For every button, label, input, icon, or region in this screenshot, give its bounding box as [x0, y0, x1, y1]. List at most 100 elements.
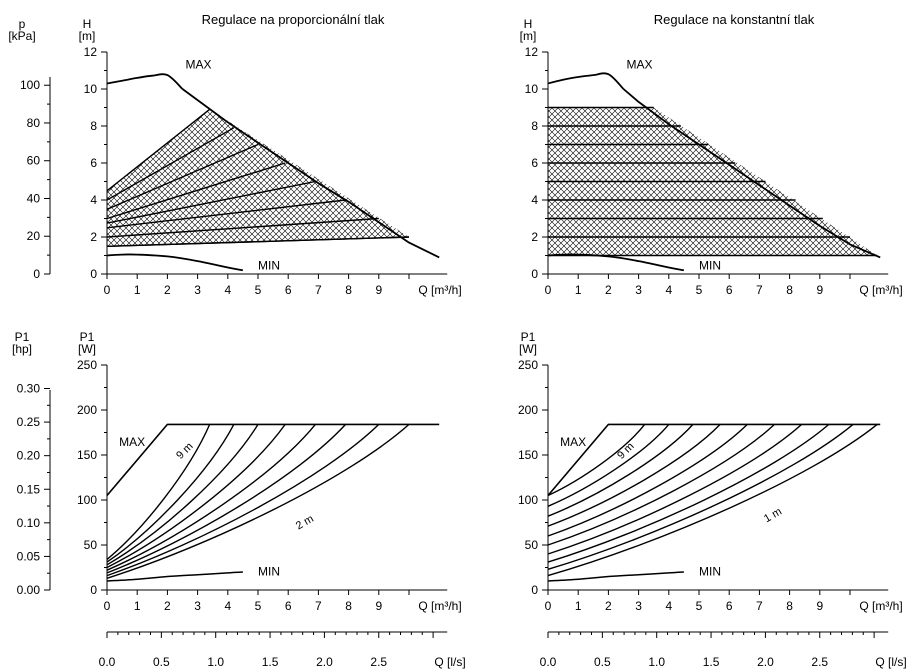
y-axis-label-unit: [W]: [78, 342, 96, 356]
curve-label-top: 9 m: [615, 440, 636, 461]
x-axis-label: Q [m³/h]: [859, 599, 902, 613]
x-tick-label: 9: [816, 599, 823, 613]
x-axis-label: Q [m³/h]: [859, 283, 902, 297]
max-curve: [106, 423, 440, 497]
y-tick-label: 50: [525, 538, 539, 552]
y-axis-label-unit: [m]: [520, 29, 537, 43]
flow-tick-label: 1.0: [207, 655, 224, 669]
x-tick-label: 6: [285, 283, 292, 297]
x-axis-label: Q [m³/h]: [418, 283, 461, 297]
y-tick-label: 2: [531, 230, 538, 244]
secondary-y-tick-label: 0.00: [17, 583, 41, 597]
x-tick-label: 0: [545, 599, 552, 613]
y-axis-label-name: H: [524, 17, 533, 31]
power-curve: [106, 423, 316, 571]
control-curve: [106, 143, 259, 210]
y-axis-label-unit: [m]: [79, 29, 96, 43]
x-tick-label: 0: [104, 283, 111, 297]
control-curve-bottom: [106, 236, 410, 247]
secondary-y-label-name: p: [19, 17, 26, 31]
x-tick-label: 2: [164, 283, 171, 297]
min-curve: [547, 253, 685, 272]
x-tick-label: 3: [635, 283, 642, 297]
max-label: MAX: [186, 58, 212, 72]
y-axis-label-name: P1: [80, 330, 95, 344]
x-tick-label: 7: [315, 599, 322, 613]
power-curve: [106, 423, 380, 577]
max-label: MAX: [627, 58, 653, 72]
flow-axis-label: Q [l/s]: [434, 655, 465, 669]
y-tick-label: 250: [518, 358, 538, 372]
x-tick-label: 5: [696, 283, 703, 297]
secondary-y-label-unit: [kPa]: [8, 29, 35, 43]
max-curve: [181, 88, 440, 259]
control-curve: [106, 108, 211, 192]
x-tick-label: 9: [375, 283, 382, 297]
y-tick-label: 100: [77, 493, 97, 507]
x-tick-label: 5: [696, 599, 703, 613]
x-tick-label: 6: [726, 599, 733, 613]
max-curve: [547, 423, 881, 497]
flow-tick-label: 2.0: [757, 655, 774, 669]
x-tick-label: 3: [635, 599, 642, 613]
y-tick-label: 200: [77, 403, 97, 417]
flow-tick-label: 1.0: [648, 655, 665, 669]
x-tick-label: 4: [224, 599, 231, 613]
x-tick-label: 1: [134, 283, 141, 297]
x-tick-label: 2: [605, 599, 612, 613]
chart-title: Regulace na proporcionální tlak: [202, 12, 385, 27]
x-tick-label: 1: [575, 283, 582, 297]
y-tick-label: 12: [525, 45, 539, 59]
secondary-y-axis: 0 20 40 60 80 100 p[kPa]: [8, 17, 51, 281]
y-tick-label: 0: [90, 267, 97, 281]
secondary-y-tick-label: 40: [27, 191, 41, 205]
x-tick-label: 3: [194, 283, 201, 297]
power-curve: [547, 423, 721, 527]
x-tick-label: 8: [786, 599, 793, 613]
min-curve: [547, 571, 684, 582]
x-tick-label: 2: [164, 599, 171, 613]
power-curve: [106, 424, 235, 563]
y-axis-label-unit: [W]: [519, 342, 537, 356]
control-curve: [106, 199, 346, 229]
flow-tick-label: 1.5: [703, 655, 720, 669]
secondary-y-label-name: P1: [15, 330, 30, 344]
x-tick-label: 6: [726, 283, 733, 297]
flow-tick-label: 2.5: [811, 655, 828, 669]
max-curve-head: [106, 73, 184, 90]
x-tick-label: 2: [605, 283, 612, 297]
flow-tick-label: 0.0: [99, 655, 116, 669]
power-curve: [547, 423, 748, 537]
x-tick-label: 1: [575, 599, 582, 613]
min-label: MIN: [258, 565, 280, 579]
secondary-y-axis: 0.00 0.05 0.10 0.15 0.20 0.25 0.30 P1[hp]: [12, 330, 51, 597]
y-tick-label: 8: [90, 119, 97, 133]
x-tick-label: 5: [255, 283, 262, 297]
power-curve: [106, 423, 347, 574]
max-curve-head: [547, 72, 625, 90]
min-curve: [106, 253, 244, 272]
y-tick-label: 100: [518, 493, 538, 507]
secondary-y-tick-label: 0: [33, 267, 40, 281]
y-tick-label: 8: [531, 119, 538, 133]
secondary-y-tick-label: 100: [20, 78, 40, 92]
x-tick-label: 8: [345, 599, 352, 613]
y-tick-label: 2: [90, 230, 97, 244]
min-label: MIN: [699, 565, 721, 579]
y-tick-label: 10: [525, 82, 539, 96]
hatched-operating-region: [107, 109, 409, 247]
x-axis-label: Q [m³/h]: [418, 599, 461, 613]
power-curve: [106, 424, 259, 566]
y-tick-label: 4: [90, 193, 97, 207]
y-axis-label-name: H: [83, 17, 92, 31]
flow-tick-label: 2.5: [370, 655, 387, 669]
y-tick-label: 50: [84, 538, 98, 552]
power-curve: [547, 423, 803, 555]
min-label: MIN: [699, 258, 721, 272]
secondary-y-tick-label: 0.25: [17, 415, 41, 429]
flow-tick-label: 0.5: [153, 655, 170, 669]
chart-panel-4: 0 50 100 150 200 250 0 1 2 3 4 5 6 7 8 9 Q [m³/h] P1[W] MA…: [518, 330, 903, 613]
